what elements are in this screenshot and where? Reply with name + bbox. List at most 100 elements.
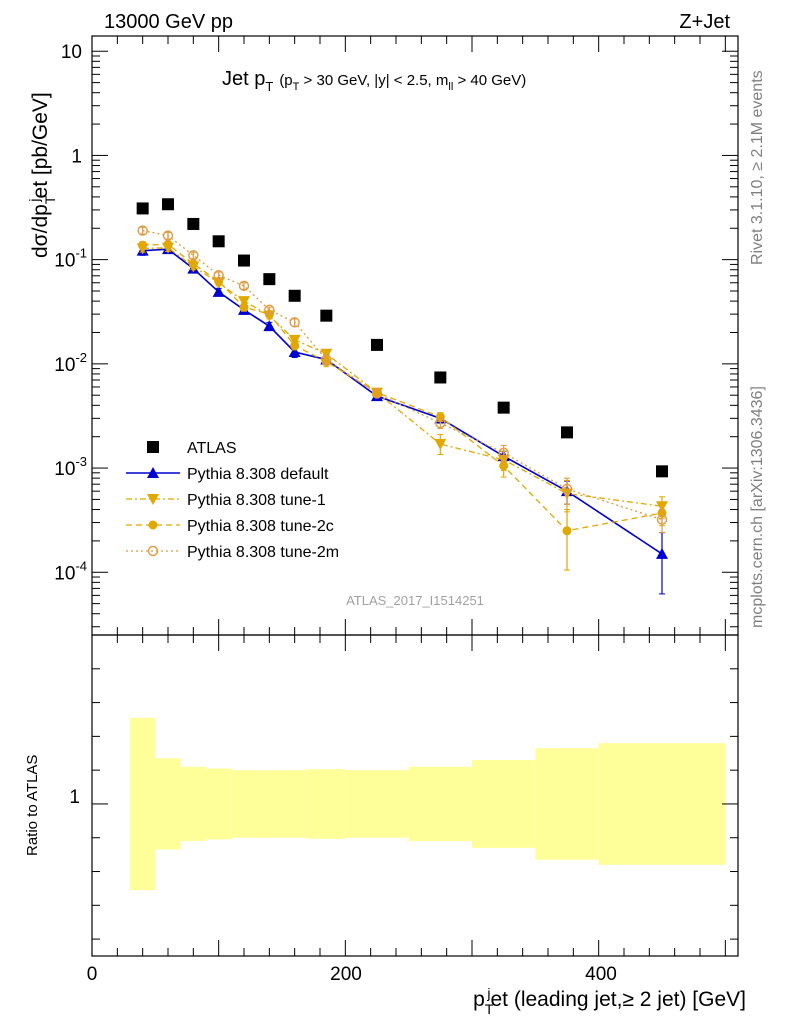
y-tick-label: 10-1 — [54, 246, 87, 272]
data-point — [239, 302, 249, 312]
legend-marker — [148, 520, 158, 530]
y-tick-label: 10-2 — [54, 350, 87, 376]
header-process: Z+Jet — [679, 11, 730, 33]
legend-label: Pythia 8.308 tune-2m — [187, 544, 339, 561]
y-tick-label: 10-4 — [54, 558, 87, 584]
ratio-band-segment — [307, 769, 346, 839]
data-point — [263, 320, 276, 332]
x-tick-label-0: 0 — [87, 964, 98, 985]
ratio-band-segment — [206, 768, 232, 840]
main-panel: 10-4 10-3 10-2 10-1 1 10 ATLAS Pythia 8.308 de… — [54, 35, 739, 636]
data-point — [212, 235, 225, 248]
main-panel-ticks — [91, 36, 738, 635]
series-pythia-8-308-tune-2m — [137, 225, 668, 534]
main-series — [136, 198, 668, 595]
analysis-id-label: ATLAS_2017_I1514251 — [346, 593, 484, 608]
x-axis-label: pTjet (leading jet,≥ 2 jet) [GeV] — [473, 985, 746, 1017]
data-point — [188, 259, 198, 269]
data-point — [288, 345, 301, 357]
ratio-band-segment — [180, 766, 206, 842]
data-point — [562, 526, 572, 536]
y-tick-label: 10-3 — [54, 454, 87, 480]
data-point — [288, 289, 301, 302]
y-tick-label: 1 — [71, 146, 82, 167]
data-point — [162, 230, 174, 241]
data-point — [371, 388, 383, 399]
data-point — [136, 202, 149, 215]
data-point — [162, 198, 174, 211]
legend: ATLAS Pythia 8.308 default Pythia 8.308 tu… — [126, 440, 339, 561]
data-point — [434, 371, 447, 384]
data-point — [498, 447, 509, 459]
data-point — [138, 240, 148, 250]
ratio-panel — [91, 634, 739, 957]
data-point — [561, 426, 573, 439]
data-point — [371, 338, 383, 351]
mcplots-label: mcplots.cern.ch [arXiv:1306.3436] — [749, 386, 766, 628]
data-point — [238, 296, 250, 308]
data-point — [238, 280, 250, 292]
data-point — [656, 547, 668, 559]
legend-marker — [147, 494, 159, 505]
ratio-band-segment — [155, 758, 181, 850]
legend-label: Pythia 8.308 default — [187, 466, 329, 483]
data-point — [435, 417, 446, 429]
y-tick-label: 10 — [61, 42, 82, 63]
legend-marker — [147, 441, 159, 453]
x-tick-label-400: 400 — [585, 964, 617, 985]
header-energy: 13000 GeV pp — [104, 11, 233, 33]
legend-entry: Pythia 8.308 tune-2c — [126, 518, 334, 535]
data-point — [289, 317, 300, 328]
data-point — [497, 401, 510, 414]
data-point — [137, 225, 148, 236]
data-point — [499, 461, 509, 471]
ratio-band-segment — [408, 766, 472, 842]
legend-entry: Pythia 8.308 tune-1 — [126, 492, 326, 509]
data-point — [212, 285, 225, 297]
rivet-version-label: Rivet 3.1.10, ≥ 2.1M events — [749, 70, 766, 265]
data-point — [188, 250, 199, 261]
ratio-band-segment — [282, 770, 308, 838]
ratio-band-segment — [598, 743, 726, 865]
legend-label: ATLAS — [187, 440, 237, 457]
x-tick-label-200: 200 — [330, 964, 362, 985]
ratio-band-segment — [345, 770, 409, 838]
data-point — [321, 354, 332, 365]
series-line — [142, 243, 663, 532]
data-point — [213, 269, 224, 281]
series-pythia-8-308-default — [136, 243, 668, 595]
data-point — [434, 439, 447, 451]
ratio-panel-ticks — [91, 635, 738, 956]
main-y-tick-labels: 10-4 10-3 10-2 10-1 1 10 — [54, 42, 87, 584]
data-point — [290, 340, 300, 350]
ratio-band-segment — [472, 760, 536, 848]
legend-entry: Pythia 8.308 tune-2m — [126, 544, 339, 561]
legend-entry: Pythia 8.308 default — [126, 466, 329, 483]
ratio-panel-frame — [91, 634, 739, 957]
ratio-y-axis-label: Ratio to ATLAS — [24, 755, 41, 856]
data-point — [187, 217, 200, 230]
data-point — [656, 465, 668, 478]
data-point — [656, 514, 668, 525]
series-atlas — [136, 198, 668, 478]
ratio-band-segment — [130, 717, 156, 891]
legend-label: Pythia 8.308 tune-2c — [187, 518, 334, 535]
data-point — [263, 273, 276, 286]
ratio-band — [130, 717, 726, 891]
main-y-axis-label: dσ/dpTjet [pb/GeV] — [26, 92, 58, 258]
legend-label: Pythia 8.308 tune-1 — [187, 492, 326, 509]
ratio-band-segment — [535, 748, 599, 860]
data-point — [561, 483, 573, 495]
data-point — [320, 348, 333, 360]
ratio-y-tick-label: 1 — [69, 787, 80, 808]
data-point — [320, 309, 333, 322]
data-point — [163, 239, 173, 249]
plot-title: Jet pT (pT > 30 GeV, |y| < 2.5, mll > 40 … — [222, 68, 526, 94]
ratio-band-segment — [256, 770, 282, 838]
data-point — [288, 334, 301, 346]
legend-entry: ATLAS — [147, 440, 237, 457]
data-point — [264, 304, 275, 316]
data-point — [238, 254, 250, 267]
ratio-band-segment — [231, 770, 257, 838]
